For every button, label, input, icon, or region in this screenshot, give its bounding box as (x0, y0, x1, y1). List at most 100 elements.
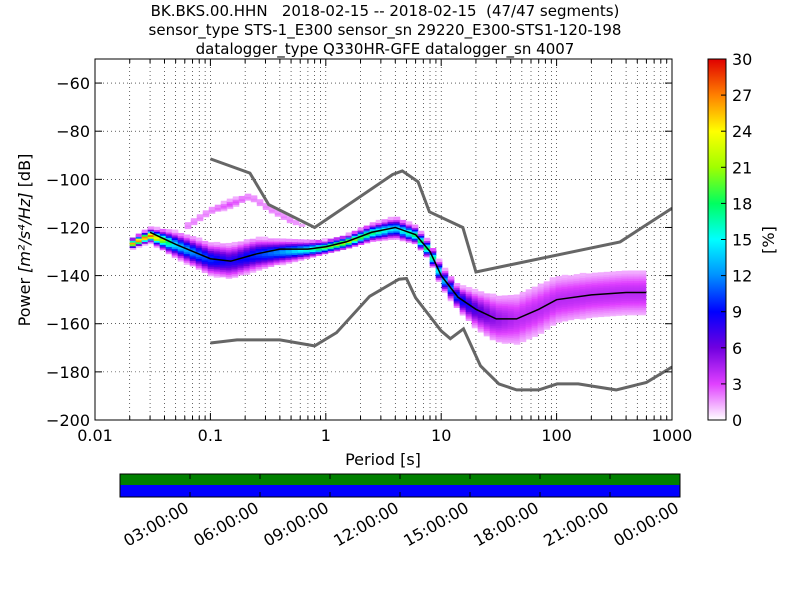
heatmap-cell (345, 236, 353, 240)
heatmap-cell (309, 241, 317, 245)
heatmap-cell (603, 300, 611, 305)
heatmap-cell (405, 237, 413, 241)
heatmap-cell (261, 256, 269, 260)
heatmap-cell (567, 302, 575, 306)
heatmap-cell (405, 239, 413, 243)
heatmap-cell (357, 236, 365, 240)
heatmap-cell (621, 270, 629, 274)
heatmap-cell (321, 247, 329, 251)
heatmap-cell (591, 310, 599, 314)
heatmap-cell (291, 253, 299, 257)
heatmap-cell (453, 290, 461, 294)
heatmap-cell (232, 196, 240, 200)
heatmap-cell (327, 242, 335, 246)
heatmap-cell (207, 269, 215, 273)
heatmap-cell (603, 297, 611, 301)
heatmap-cell (519, 313, 527, 317)
heatmap-cell (159, 234, 167, 238)
heatmap-cell (219, 266, 227, 271)
heatmap-cell (525, 289, 533, 293)
heatmap-cell (609, 303, 617, 308)
heatmap-cell (555, 319, 563, 323)
heatmap-cell (213, 250, 221, 255)
heatmap-cell (567, 291, 575, 295)
heatmap-cell (543, 315, 551, 319)
heatmap-cell (525, 332, 533, 336)
heatmap-cell (220, 202, 228, 206)
heatmap-cell (585, 300, 593, 304)
heatmap-cell (555, 292, 563, 296)
heatmap-cell (615, 285, 623, 289)
heatmap-cell (537, 316, 545, 320)
heatmap-cell (579, 310, 587, 315)
heatmap-cell (231, 261, 239, 266)
heatmap-cell (471, 292, 479, 296)
heatmap-cell (231, 245, 239, 249)
heatmap-cell (381, 230, 389, 234)
heatmap-cell (513, 310, 521, 315)
heatmap-cell (189, 236, 197, 240)
heatmap-cell (513, 321, 521, 325)
heatmap-cell (285, 254, 293, 259)
heatmap-cell (147, 239, 155, 243)
heatmap-cell (171, 231, 179, 235)
heatmap-cell (591, 287, 599, 291)
heatmap-cell (213, 254, 221, 258)
heatmap-cell (171, 240, 179, 244)
heatmap-cell (597, 283, 605, 287)
heatmap-cell (633, 286, 641, 291)
x-tick-label: 1000 (652, 426, 693, 445)
heatmap-cell (447, 279, 455, 284)
heatmap-cell (214, 204, 222, 208)
heatmap-cell (273, 261, 281, 266)
heatmap-cell (597, 275, 605, 280)
heatmap-cell (201, 264, 209, 268)
heatmap-cell (525, 316, 533, 320)
heatmap-cell (261, 261, 269, 266)
heatmap-cell (639, 302, 647, 307)
heatmap-cell (609, 282, 617, 286)
heatmap-cell (363, 227, 371, 231)
heatmap-cell (483, 327, 491, 331)
heatmap-cell (525, 310, 533, 315)
heatmap-cell (261, 265, 269, 269)
heatmap-cell (495, 295, 503, 300)
heatmap-cell (585, 304, 593, 308)
heatmap-cell (555, 277, 563, 282)
heatmap-cell (231, 268, 239, 273)
heatmap-cell (291, 242, 299, 246)
heatmap-cell (513, 312, 521, 316)
heatmap-cell (165, 236, 173, 240)
heatmap-cell (321, 240, 329, 244)
heatmap-cell (208, 206, 216, 211)
heatmap-cell (471, 308, 479, 313)
heatmap-cell (291, 251, 299, 255)
heatmap-cell (519, 327, 527, 332)
heatmap-cell (597, 311, 605, 316)
heatmap-cell (471, 324, 479, 329)
heatmap-cell (244, 193, 252, 197)
heatmap-cell (627, 281, 635, 285)
heatmap-cell (177, 247, 185, 251)
heatmap-cell (267, 258, 275, 262)
heatmap-cell (285, 242, 293, 246)
heatmap-cell (189, 261, 197, 265)
heatmap-cell (477, 312, 485, 317)
heatmap-cell (495, 310, 503, 314)
heatmap-cell (561, 280, 569, 284)
heatmap-cell (261, 258, 269, 262)
heatmap-cell (220, 200, 228, 205)
heatmap-cell (387, 227, 395, 231)
heatmap-cell (525, 336, 533, 340)
heatmap-cell (219, 245, 227, 249)
heatmap-cell (567, 306, 575, 310)
heatmap-cell (232, 198, 240, 202)
heatmap-cell (639, 308, 647, 312)
heatmap-cell (213, 265, 221, 269)
heatmap-cell (609, 309, 617, 313)
heatmap-cell (453, 286, 461, 290)
time-tick-label: 09:00:00 (260, 498, 332, 550)
heatmap-cell (495, 308, 503, 312)
y-tick-label: −100 (46, 170, 90, 189)
heatmap-cell (375, 236, 383, 240)
